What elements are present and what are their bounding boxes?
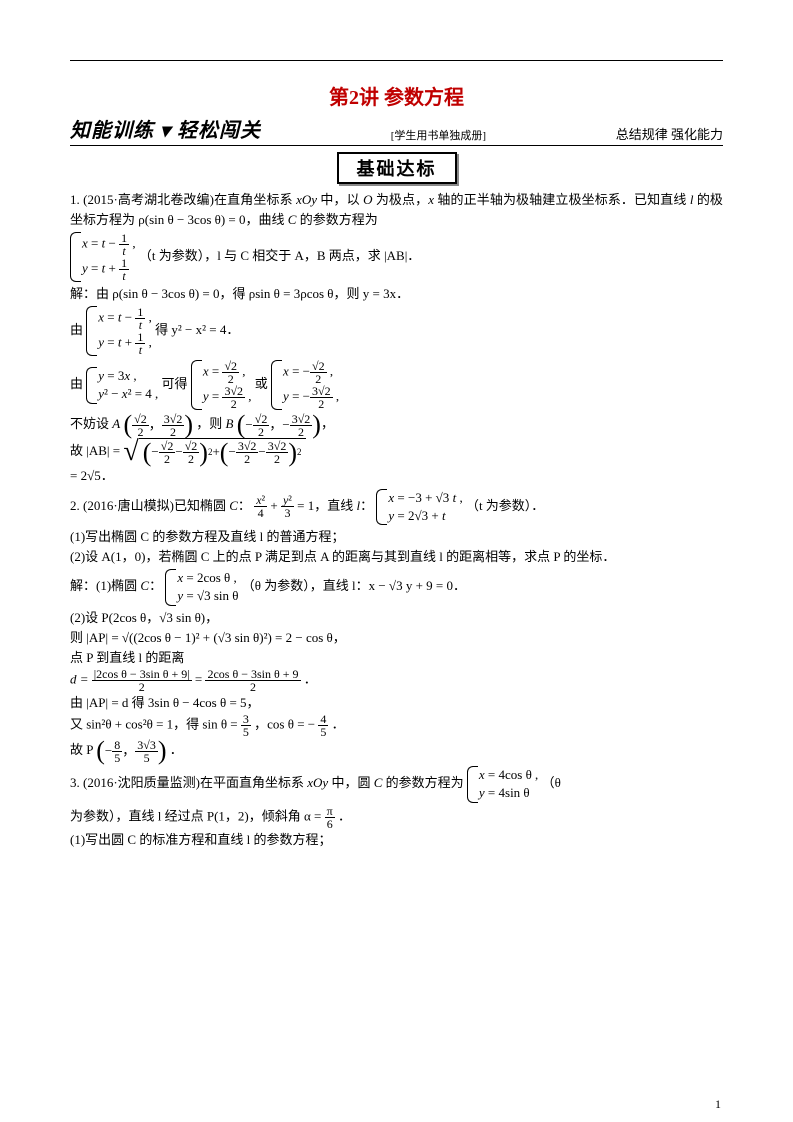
q2-lead: 2. (2016·唐山模拟)已知椭圆 <box>70 498 229 513</box>
q3-lead: 3. (2016·沈阳质量监测)在平面直角坐标系 <box>70 775 307 790</box>
q2-d-period: ． <box>304 672 317 687</box>
question-3: 3. (2016·沈阳质量监测)在平面直角坐标系 xOy 中，圆 C 的参数方程… <box>70 764 723 850</box>
q2-you: 又 sin²θ + cos²θ = 1，得 sin θ = <box>70 717 241 732</box>
q1-system-B: x = −√22 , y = −3√22 , <box>271 360 339 410</box>
q1-A-coords: (√22，3√22) <box>123 412 193 438</box>
q1-l3: 为极点， <box>372 192 428 207</box>
q1-B-coords: (−√22，−3√22) <box>237 412 321 438</box>
q3-l2: 中，圆 <box>328 775 374 790</box>
q1-by2: 由 <box>70 376 83 391</box>
q2-sin-frac: 35 <box>241 713 251 738</box>
lecture-title: 第2讲 参数方程 <box>70 81 723 110</box>
question-2: 2. (2016·唐山模拟)已知椭圆 C： x²4 + y²3 = 1，直线 l… <box>70 487 723 765</box>
q2-C: C <box>229 498 238 513</box>
q2-system-l: x = −3 + √3 t , y = 2√3 + t <box>376 489 462 525</box>
q2-sol: 解：(1)椭圆 <box>70 578 140 593</box>
q1-xoy: xOy <box>296 192 317 207</box>
q2-d-frac2: 2cos θ − 3sin θ + 92 <box>205 668 300 693</box>
q1-l6: 的参数方程为 <box>296 212 377 227</box>
q3-tail2: 为参数），直线 l 经过点 P(1，2)，倾斜角 α = <box>70 808 325 823</box>
q2-tail: （t 为参数）． <box>466 498 544 513</box>
q1-A: A <box>112 416 120 431</box>
q1-l4: 轴的正半轴为极轴建立极坐标系．已知直线 <box>434 192 690 207</box>
q1-buFangShe: 不妨设 <box>70 416 112 431</box>
q1-l2: 中，以 <box>317 192 363 207</box>
q2-sysC-tail: （θ 为参数），直线 l：x − √3 y + 9 = 0． <box>242 578 466 593</box>
q3-tail3: ． <box>338 808 351 823</box>
q3-system: x = 4cos θ , y = 4sin θ <box>467 766 538 802</box>
subtitle-left: 知能训练 ▾ 轻松闯关 <box>70 114 261 143</box>
q2-p1: (1)写出椭圆 C 的参数方程及直线 l 的普通方程； <box>70 527 723 547</box>
q1-lead: 1. (2015·高考湖北卷改编)在直角坐标系 <box>70 192 296 207</box>
page: 第2讲 参数方程 知能训练 ▾ 轻松闯关 [学生用书单独成册] 总结规律 强化能… <box>0 0 793 1122</box>
q1-final: = 2√5． <box>70 466 723 486</box>
q3-xoy: xOy <box>307 775 328 790</box>
q2-colon: ： <box>238 498 251 513</box>
q2-s2: (2)设 P(2cos θ，√3 sin θ)， <box>70 608 723 628</box>
q2-ze: 则 |AP| = √((2cos θ − 1)² + (√3 sin θ)²) … <box>70 628 723 648</box>
q2-frac-y: y²3 <box>281 494 294 519</box>
section-row: 基础达标 <box>70 152 723 184</box>
q1-system-2: x = t − 1t , y = t + 1t , <box>86 306 152 356</box>
q1-mid: 可得 <box>162 376 188 391</box>
q2-guP: 故 P <box>70 742 93 757</box>
subtitle-right: 总结规律 强化能力 <box>616 124 723 143</box>
q1-gu: 故 |AB| = <box>70 443 123 458</box>
q2-guP-end: ． <box>170 742 183 757</box>
q2-system-C: x = 2cos θ , y = √3 sin θ <box>165 569 238 605</box>
q1-system-A: x = √22 , y = 3√22 , <box>191 360 252 410</box>
q2-eq1: = 1，直线 <box>297 498 356 513</box>
q2-cos-lead: ，cos θ = − <box>254 717 315 732</box>
q1-solution-1: 解：由 ρ(sin θ − 3cos θ) = 0，得 ρsin θ = 3ρc… <box>70 284 723 304</box>
q1-or: 或 <box>255 376 268 391</box>
q2-by: 由 |AP| = d 得 3sin θ − 4cos θ = 5， <box>70 693 723 713</box>
q2-you-end: ． <box>332 717 345 732</box>
q2-cos-frac: 45 <box>318 713 328 738</box>
q2-colon2: ： <box>360 498 373 513</box>
q1-sys2-tail: 得 y² − x² = 4． <box>155 322 239 337</box>
q3-tail1: （θ <box>542 775 561 790</box>
subtitle-center: [学生用书单独成册] <box>391 127 486 143</box>
q3-alpha-frac: π6 <box>325 805 335 830</box>
q2-d-frac1: |2cos θ − 3sin θ + 9|2 <box>92 668 192 693</box>
top-rule <box>70 60 723 61</box>
q1-zeB: ，则 <box>196 416 225 431</box>
q2-P-coords: (−85，3√35) <box>96 738 166 764</box>
q1-sys1-tail: （t 为参数），l 与 C 相交于 A，B 两点，求 |AB|． <box>139 248 420 263</box>
q3-l3: 的参数方程为 <box>382 775 463 790</box>
q2-d-label: d = <box>70 672 92 687</box>
q1-B: B <box>226 416 234 431</box>
subtitle-row: 知能训练 ▾ 轻松闯关 [学生用书单独成册] 总结规律 强化能力 <box>70 114 723 146</box>
q2-p2: (2)设 A(1，0)，若椭圆 C 上的点 P 满足到点 A 的距离与其到直线 … <box>70 547 723 567</box>
q1-sqrt: √ (−√22 − √22)2 + (−3√22 − 3√22)2 <box>123 438 305 466</box>
q1-system-3: y = 3x , y² − x² = 4 , <box>86 367 158 403</box>
question-1: 1. (2015·高考湖北卷改编)在直角坐标系 xOy 中，以 O 为极点，x … <box>70 190 723 487</box>
q2-frac-x: x²4 <box>254 494 267 519</box>
q1-system-1: x = t − 1t , y = t + 1t <box>70 232 136 282</box>
q1-period: ， <box>321 416 334 431</box>
q1-by: 由 <box>70 322 83 337</box>
q2-dline: 点 P 到直线 l 的距离 <box>70 648 723 668</box>
q3-p1: (1)写出圆 C 的标准方程和直线 l 的参数方程； <box>70 830 723 850</box>
page-number: 1 <box>715 1097 721 1112</box>
section-box: 基础达标 <box>337 152 457 184</box>
